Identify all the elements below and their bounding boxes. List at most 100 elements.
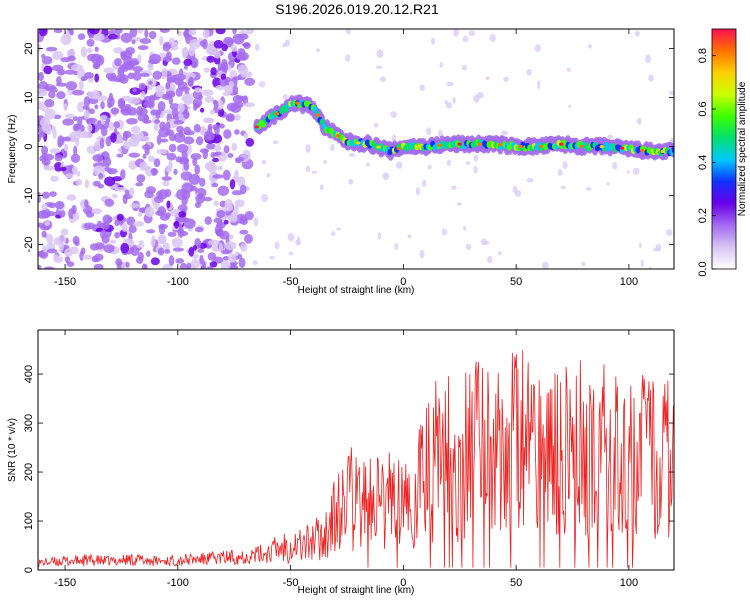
heatmap-cell [93,34,105,41]
heatmap-cell [526,69,532,76]
heatmap-cell [80,76,86,82]
heatmap-cell [166,152,177,161]
heatmap-cell [69,29,74,36]
heatmap-cell [376,49,384,58]
heatmap-cell [130,203,140,208]
heatmap-cell [537,80,541,90]
heatmap-cell [166,73,173,84]
heatmap-cell [46,233,54,244]
heatmap-peak-cell [335,134,341,138]
heatmap-cell [83,222,96,230]
heatmap-cell [104,176,116,187]
heatmap-cell [120,242,130,254]
snr-ytick-label: 200 [23,463,35,481]
heatmap-cell [148,80,153,85]
heatmap-cell [419,84,425,92]
heatmap-cell [396,161,403,169]
heatmap-cell [150,257,160,266]
heatmap-cell [204,118,214,123]
heatmap-cell [216,210,226,218]
heatmap-cell [526,177,534,183]
heatmap-cell [234,129,240,135]
heatmap-cell [110,132,117,143]
heatmap-cell [157,101,166,112]
heatmap-cell [72,89,85,96]
spectrogram-ytick-label: -10 [23,188,35,204]
heatmap-cell [438,129,443,138]
heatmap-cell [183,64,188,70]
heatmap-cell [155,84,165,96]
snr-xtick-label: -100 [167,577,189,589]
heatmap-cell [632,167,640,175]
heatmap-cell [49,191,57,197]
snr-axes: -150 -100 -50 0 50 100 0 100 200 300 400 [23,330,674,589]
colorbar-tick-label: 0.4 [697,155,709,170]
heatmap-cell [232,33,245,45]
heatmap-cell [99,137,105,149]
heatmap-cell [39,155,48,162]
heatmap-cell [169,103,180,111]
heatmap-cell [254,43,260,52]
heatmap-cell [104,198,115,207]
heatmap-cell [213,39,224,49]
heatmap-cell [73,145,78,156]
heatmap-cell [108,92,114,102]
snr-ylabel: SNR (10 * v/v) [7,418,18,482]
heatmap-cell [175,217,188,222]
heatmap-cell [177,103,185,113]
heatmap-cell [144,29,149,39]
heatmap-cell [445,101,452,109]
heatmap-cell [52,50,64,60]
heatmap-cell [461,64,468,71]
heatmap-cell [465,243,472,251]
heatmap-cell [73,123,80,131]
heatmap-cell [62,118,75,126]
heatmap-cell [60,228,69,236]
heatmap-cell [70,153,81,163]
heatmap-cell [114,231,120,239]
heatmap-cell [648,74,654,82]
heatmap-cell [103,244,115,253]
heatmap-cell [65,81,78,91]
heatmap-cell [331,231,336,237]
heatmap-cell [136,174,146,183]
heatmap-cell [557,169,563,177]
heatmap-cell [213,217,223,224]
heatmap-cell [214,50,221,59]
snr-xtick-label: 100 [620,577,638,589]
spectrogram-xlabel: Height of straight line (km) [298,285,415,296]
heatmap-cell [94,242,105,250]
heatmap-cell [239,229,249,235]
heatmap-cell [192,97,203,108]
heatmap-cell [131,39,136,45]
heatmap-cell [452,96,456,104]
heatmap-cell [140,72,150,77]
heatmap-cell [83,96,91,107]
heatmap-cell [407,234,412,239]
heatmap-peak-cell [599,144,605,149]
heatmap-cell [587,44,592,49]
heatmap-cell [649,266,653,269]
heatmap-cell [237,64,249,76]
heatmap-cell [311,170,318,174]
heatmap-cell [173,168,178,175]
heatmap-cell [94,46,99,52]
heatmap-cell [162,180,170,187]
heatmap-cell [54,154,63,162]
heatmap-cell [49,148,61,154]
heatmap-cell [64,143,69,152]
heatmap-cell [159,138,169,143]
heatmap-cell [128,225,137,234]
heatmap-peak-cell [619,146,625,150]
heatmap-cell [64,113,75,119]
heatmap-cell [161,176,173,181]
heatmap-cell [194,164,201,175]
heatmap-cell [237,176,246,188]
heatmap-cell [237,48,246,57]
heatmap-cell [230,45,238,52]
heatmap-cell [190,153,202,160]
heatmap-cell [156,149,168,155]
colorbar-tick-label: 0.0 [697,261,709,276]
heatmap-cell [394,243,399,251]
